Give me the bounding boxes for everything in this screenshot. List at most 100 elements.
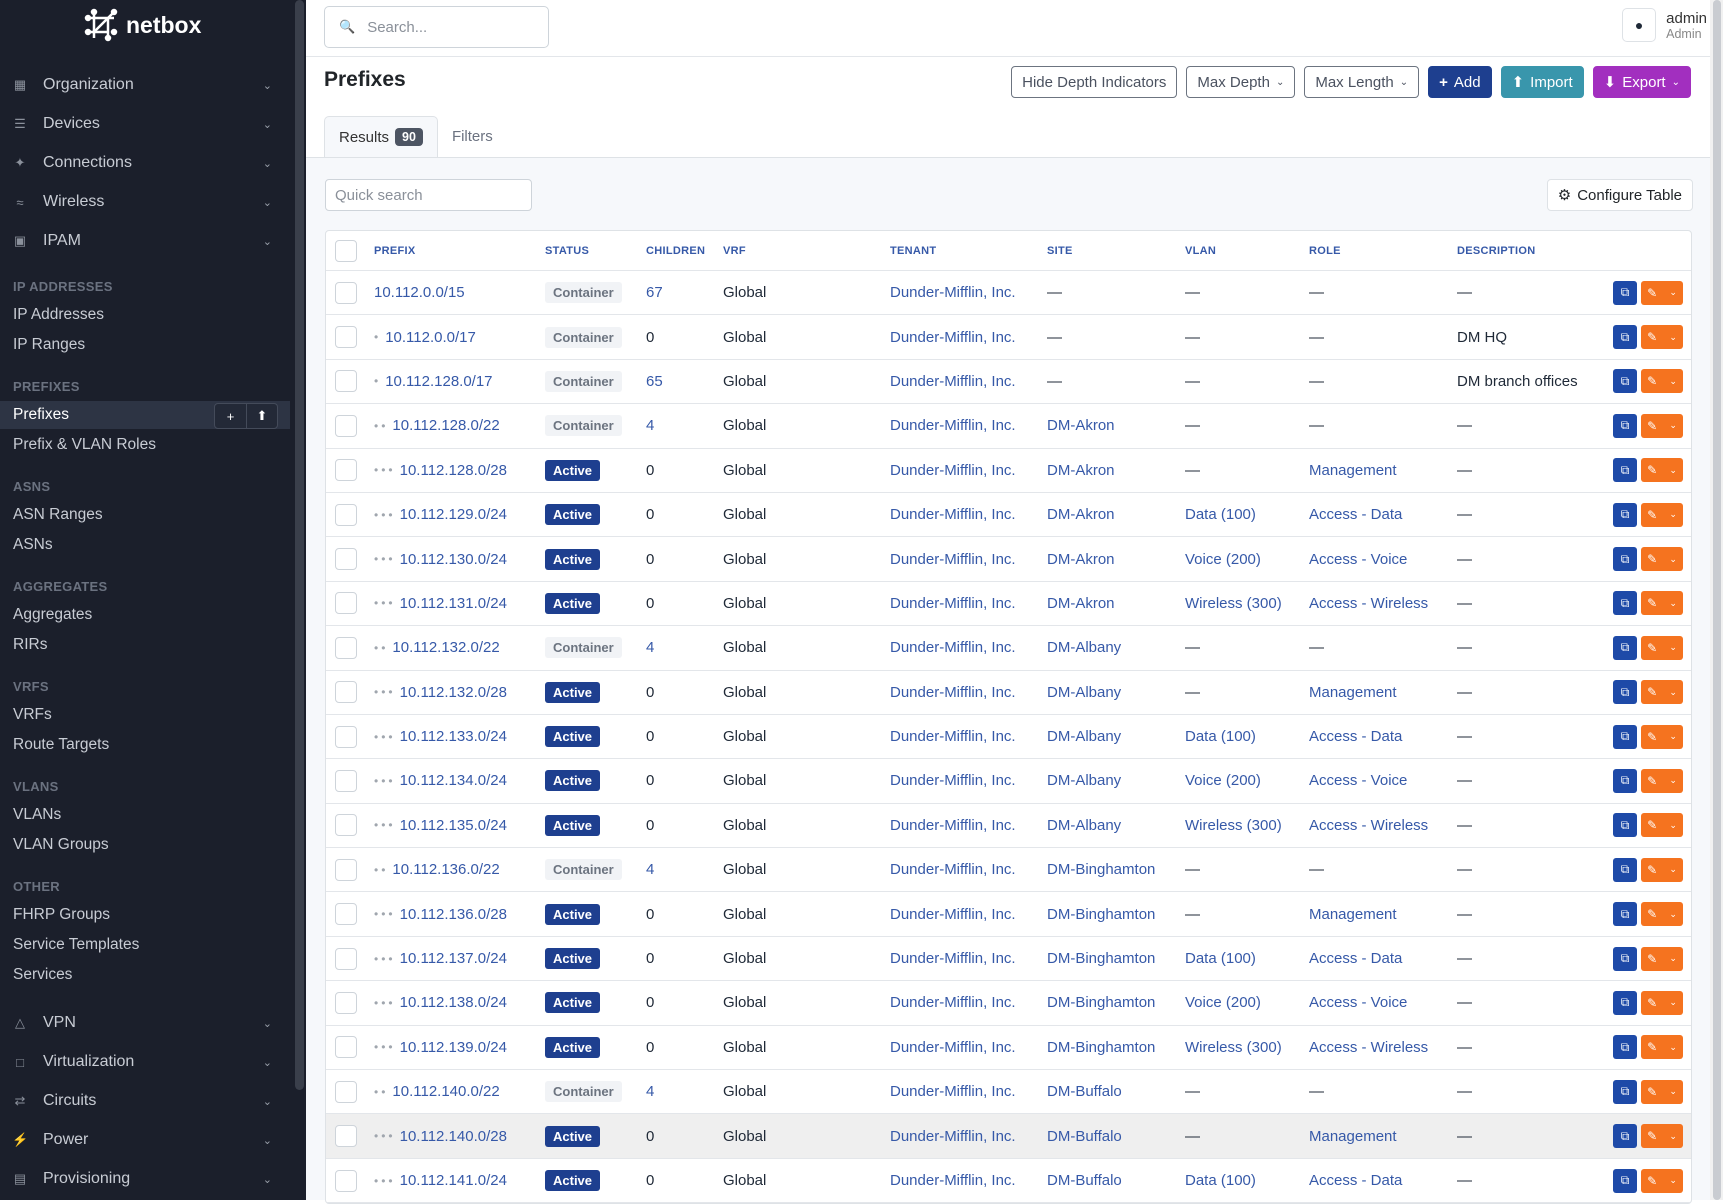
sidebar-item-vlan-groups[interactable]: VLAN Groups [0,831,290,859]
column-header-role[interactable]: ROLE [1309,244,1341,257]
column-header-prefix[interactable]: PREFIX [374,244,416,257]
global-search-input[interactable]: 🔍 Search... [324,6,549,48]
edit-dropdown-button[interactable]: ✎ ⌄ [1641,502,1683,527]
edit-dropdown-button[interactable]: ✎ ⌄ [1641,635,1683,660]
clone-copy-icon[interactable]: ⧉ [1613,990,1637,1015]
role-link[interactable]: Management [1309,1127,1397,1145]
vlan-link[interactable]: Voice (200) [1185,772,1261,790]
site-link[interactable]: DM-Binghamton [1047,994,1156,1012]
site-link[interactable]: DM-Akron [1047,506,1115,524]
clone-copy-icon[interactable]: ⧉ [1613,369,1637,394]
column-header-vlan[interactable]: VLAN [1185,244,1217,257]
prefix-link[interactable]: 10.112.132.0/28 [399,683,507,701]
edit-dropdown-button[interactable]: ✎ ⌄ [1641,680,1683,705]
prefix-link[interactable]: 10.112.136.0/22 [392,861,500,879]
vlan-link[interactable]: Wireless (300) [1185,816,1282,834]
vlan-link[interactable]: Voice (200) [1185,550,1261,568]
site-link[interactable]: DM-Binghamton [1047,1038,1156,1056]
import-button[interactable]: ⬆ Import [1500,66,1584,98]
sidebar-group-circuits[interactable]: ⇄ Circuits ⌄ [0,1083,290,1119]
tab-results[interactable]: Results 90 [324,116,438,157]
sidebar-item-vrfs[interactable]: VRFs [0,701,290,729]
add-prefix-plus-icon[interactable]: + [226,408,235,424]
row-checkbox[interactable] [335,769,357,792]
edit-dropdown-button[interactable]: ✎ ⌄ [1641,1079,1683,1104]
tenant-link[interactable]: Dunder-Mifflin, Inc. [890,328,1016,346]
tenant-link[interactable]: Dunder-Mifflin, Inc. [890,905,1016,923]
export-dropdown[interactable]: ⬇ Export ⌄ [1592,66,1691,98]
children-count[interactable]: 4 [646,1083,655,1101]
tenant-link[interactable]: Dunder-Mifflin, Inc. [890,861,1016,879]
sidebar-item-ip-addresses[interactable]: IP Addresses [0,301,290,329]
sidebar-group-virtualization[interactable]: □ Virtualization ⌄ [0,1044,290,1080]
edit-dropdown-button[interactable]: ✎ ⌄ [1641,813,1683,838]
sidebar-group-devices[interactable]: ☰ Devices ⌄ [0,106,290,142]
column-header-site[interactable]: SITE [1047,244,1073,257]
tenant-link[interactable]: Dunder-Mifflin, Inc. [890,728,1016,746]
max-depth-dropdown[interactable]: Max Depth ⌄ [1186,66,1296,98]
sidebar-group-connections[interactable]: ✦ Connections ⌄ [0,145,290,181]
edit-dropdown-button[interactable]: ✎ ⌄ [1641,458,1683,483]
prefix-link[interactable]: 10.112.131.0/24 [399,594,507,612]
role-link[interactable]: Access - Data [1309,728,1403,746]
site-link[interactable]: DM-Binghamton [1047,861,1156,879]
site-link[interactable]: DM-Albany [1047,816,1122,834]
column-header-description[interactable]: DESCRIPTION [1457,244,1536,257]
prefix-link[interactable]: 10.112.138.0/24 [399,994,507,1012]
site-link[interactable]: DM-Akron [1047,417,1115,435]
row-checkbox[interactable] [335,681,357,704]
select-all-checkbox[interactable] [335,239,357,262]
prefix-link[interactable]: 10.112.136.0/28 [399,905,507,923]
clone-copy-icon[interactable]: ⧉ [1613,768,1637,793]
prefix-link[interactable]: 10.112.128.0/17 [385,372,493,390]
tenant-link[interactable]: Dunder-Mifflin, Inc. [890,1038,1016,1056]
sidebar-item-asn-ranges[interactable]: ASN Ranges [0,501,290,529]
site-link[interactable]: DM-Buffalo [1047,1172,1122,1189]
clone-copy-icon[interactable]: ⧉ [1613,813,1637,838]
clone-copy-icon[interactable]: ⧉ [1613,1079,1637,1104]
tenant-link[interactable]: Dunder-Mifflin, Inc. [890,1127,1016,1145]
children-count[interactable]: 67 [646,284,663,302]
clone-copy-icon[interactable]: ⧉ [1613,635,1637,660]
edit-dropdown-button[interactable]: ✎ ⌄ [1641,990,1683,1015]
row-checkbox[interactable] [335,503,357,526]
prefix-link[interactable]: 10.112.128.0/22 [392,417,500,435]
role-link[interactable]: Access - Wireless [1309,594,1429,612]
edit-dropdown-button[interactable]: ✎ ⌄ [1641,724,1683,749]
clone-copy-icon[interactable]: ⧉ [1613,547,1637,572]
tenant-link[interactable]: Dunder-Mifflin, Inc. [890,639,1016,657]
row-checkbox[interactable] [335,370,357,393]
sidebar-group-provisioning[interactable]: ▤ Provisioning ⌄ [0,1161,290,1197]
prefix-link[interactable]: 10.112.128.0/28 [399,461,507,479]
row-checkbox[interactable] [335,1169,357,1192]
role-link[interactable]: Access - Wireless [1309,816,1429,834]
row-checkbox[interactable] [335,636,357,659]
max-length-dropdown[interactable]: Max Length ⌄ [1304,66,1420,98]
role-link[interactable]: Access - Voice [1309,994,1408,1012]
vlan-link[interactable]: Data (100) [1185,728,1256,746]
prefix-link[interactable]: 10.112.137.0/24 [399,950,507,968]
row-checkbox[interactable] [335,991,357,1014]
vlan-link[interactable]: Wireless (300) [1185,594,1282,612]
add-button[interactable]: + Add [1428,66,1492,98]
edit-dropdown-button[interactable]: ✎ ⌄ [1641,946,1683,971]
column-header-tenant[interactable]: TENANT [890,244,937,257]
sidebar-group-vpn[interactable]: △ VPN ⌄ [0,1005,290,1041]
clone-copy-icon[interactable]: ⧉ [1613,857,1637,882]
children-count[interactable]: 65 [646,372,663,390]
site-link[interactable]: DM-Akron [1047,550,1115,568]
row-checkbox[interactable] [335,947,357,970]
row-checkbox[interactable] [335,592,357,615]
clone-copy-icon[interactable]: ⧉ [1613,280,1637,305]
scrollbar-thumb[interactable] [1713,0,1721,1200]
row-checkbox[interactable] [335,1125,357,1148]
clone-copy-icon[interactable]: ⧉ [1613,502,1637,527]
role-link[interactable]: Access - Wireless [1309,1038,1429,1056]
sidebar-item-services[interactable]: Services [0,961,290,989]
edit-dropdown-button[interactable]: ✎ ⌄ [1641,547,1683,572]
tenant-link[interactable]: Dunder-Mifflin, Inc. [890,594,1016,612]
site-link[interactable]: DM-Albany [1047,772,1122,790]
tenant-link[interactable]: Dunder-Mifflin, Inc. [890,816,1016,834]
clone-copy-icon[interactable]: ⧉ [1613,946,1637,971]
role-link[interactable]: Management [1309,461,1397,479]
